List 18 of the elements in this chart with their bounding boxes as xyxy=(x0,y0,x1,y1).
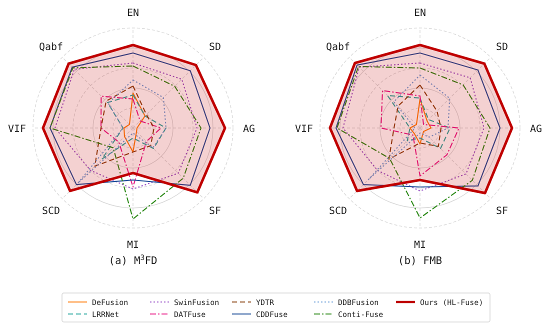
spoke-label: SF xyxy=(209,206,222,218)
spoke-label: SD xyxy=(209,42,222,53)
spoke-label: AG xyxy=(242,124,256,135)
spoke-label: SCD xyxy=(42,206,60,218)
spoke-label: VIF xyxy=(294,124,314,135)
spoke-label: VIF xyxy=(8,124,26,135)
spoke-label: SD xyxy=(496,42,508,53)
spoke-label: AG xyxy=(530,124,542,135)
spoke-label: EN xyxy=(126,8,140,19)
spoke-label: Qabf xyxy=(38,42,64,53)
text: (a) M$^{3}$FD xyxy=(108,252,158,267)
spoke-label: Qabf xyxy=(326,42,350,53)
text: (b) FMB xyxy=(398,255,442,267)
spoke-label: SCD xyxy=(328,206,348,218)
spoke-label: MI xyxy=(126,240,140,251)
spoke-label: EN xyxy=(414,8,426,19)
spoke-label: SF xyxy=(496,206,508,218)
spoke-label: MI xyxy=(414,240,426,251)
